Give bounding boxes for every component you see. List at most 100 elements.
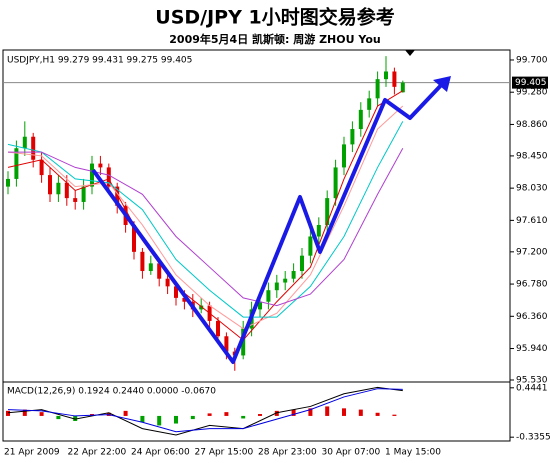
candle-body: [316, 224, 321, 237]
histogram-bar: [174, 415, 178, 424]
macd-panel: [2, 381, 511, 442]
macd-label: MACD(12,26,9) 0.1924 0.2440 0.0000 -0.06…: [7, 387, 216, 397]
x-tick-label: 27 Apr 15:00: [195, 448, 254, 458]
y-tick-label: 99.700: [516, 55, 548, 65]
price-label: USDJPY,H1 99.279 99.431 99.275 99.405: [7, 56, 192, 66]
x-tick-label: 28 Apr 23:00: [258, 448, 317, 458]
candle-body: [333, 167, 338, 199]
candle-body: [73, 198, 78, 202]
x-tick-label: 22 Apr 22:00: [68, 448, 127, 458]
candle-body: [98, 163, 103, 168]
subtitle: 2009年5月4日 凯斯顿: 周游 ZHOU You: [169, 32, 380, 46]
histogram-bar: [375, 412, 380, 416]
candle-body: [148, 263, 153, 272]
shift-marker: [405, 50, 415, 56]
y-tick-label: 95.530: [516, 376, 548, 386]
histogram-bar: [241, 415, 246, 419]
x-tick-label: 30 Apr 07:00: [322, 448, 381, 458]
histogram-bar: [308, 408, 313, 416]
x-tick-label: 1 May 15:00: [385, 448, 441, 458]
candle-body: [174, 286, 178, 298]
candle-body: [350, 129, 355, 145]
histogram-bar: [274, 410, 279, 416]
histogram-bar: [358, 409, 363, 416]
candle-body: [165, 278, 170, 287]
moving-average: [7, 105, 404, 330]
macd-line: [7, 388, 403, 433]
candle-body: [106, 167, 111, 187]
moving-average: [7, 90, 404, 341]
candle-body: [274, 282, 279, 291]
candle-body: [14, 148, 19, 179]
arrowhead: [433, 76, 451, 92]
candle-body: [182, 297, 187, 302]
candle-body: [400, 82, 405, 93]
y-tick-label: 98.030: [516, 184, 548, 194]
histogram-bar: [157, 415, 162, 426]
candle-body: [90, 163, 94, 187]
candle-body: [375, 79, 380, 99]
histogram-bar: [190, 415, 195, 420]
y-tick-label: 0.4441: [516, 383, 548, 393]
histogram-bar: [342, 408, 346, 416]
histogram-bar: [73, 415, 78, 421]
candle-body: [216, 320, 220, 337]
candle-body: [258, 301, 262, 310]
candle-body: [384, 71, 388, 80]
x-tick-label: 24 Apr 06:00: [131, 448, 190, 458]
last-price-box: [512, 76, 548, 89]
candle-body: [367, 98, 372, 110]
candle-body: [392, 71, 397, 87]
y-tick-label: 99.280: [516, 88, 548, 98]
histogram-bar: [207, 413, 212, 416]
candle-body: [325, 198, 330, 225]
y-tick-label: 97.610: [516, 216, 548, 226]
candle-body: [283, 278, 288, 283]
y-tick-label: 96.780: [516, 280, 548, 290]
candle-body: [48, 175, 52, 195]
candle-body: [64, 182, 69, 199]
candle-body: [157, 263, 162, 279]
histogram-bar: [123, 410, 128, 416]
price-panel: [2, 49, 511, 383]
histogram-bar: [291, 409, 296, 416]
candle-body: [358, 109, 363, 130]
x-tick-label: 21 Apr 2009: [4, 448, 60, 458]
candle-body: [140, 251, 145, 272]
candle-body: [39, 159, 44, 176]
y-tick-label: 97.200: [516, 247, 548, 257]
y-tick-label: 98.860: [516, 120, 548, 130]
candle-body: [266, 290, 271, 302]
zigzag-annotation: [91, 78, 448, 364]
candle-body: [308, 236, 313, 256]
histogram-bar: [6, 410, 10, 416]
y-tick-label: 98.450: [516, 151, 548, 161]
y-tick-label: 96.360: [516, 312, 548, 322]
candle-body: [31, 136, 36, 160]
candle-body: [300, 255, 304, 272]
last-price-label: 99.405: [515, 78, 547, 88]
candle-body: [342, 144, 346, 168]
candle-body: [81, 186, 86, 202]
histogram-bar: [140, 415, 145, 423]
histogram-bar: [392, 414, 397, 416]
candle-body: [291, 271, 296, 279]
candle-body: [199, 305, 204, 310]
macd-line: [7, 386, 403, 436]
histogram-bar: [22, 409, 27, 416]
histogram-bar: [258, 414, 262, 416]
histogram-bar: [224, 412, 229, 416]
candle-body: [56, 182, 61, 195]
candle-body: [6, 178, 10, 187]
histogram-bar: [39, 412, 44, 416]
candle-body: [22, 136, 27, 149]
candle-body: [115, 186, 120, 206]
candle-body: [132, 224, 136, 252]
candle-body: [224, 336, 229, 352]
histogram-bar: [325, 406, 330, 416]
moving-average: [8, 147, 404, 307]
y-tick-label: -0.3355: [516, 433, 550, 443]
y-tick-label: 95.940: [516, 344, 548, 354]
title: USD/JPY 1小时图交易参考: [155, 6, 394, 29]
